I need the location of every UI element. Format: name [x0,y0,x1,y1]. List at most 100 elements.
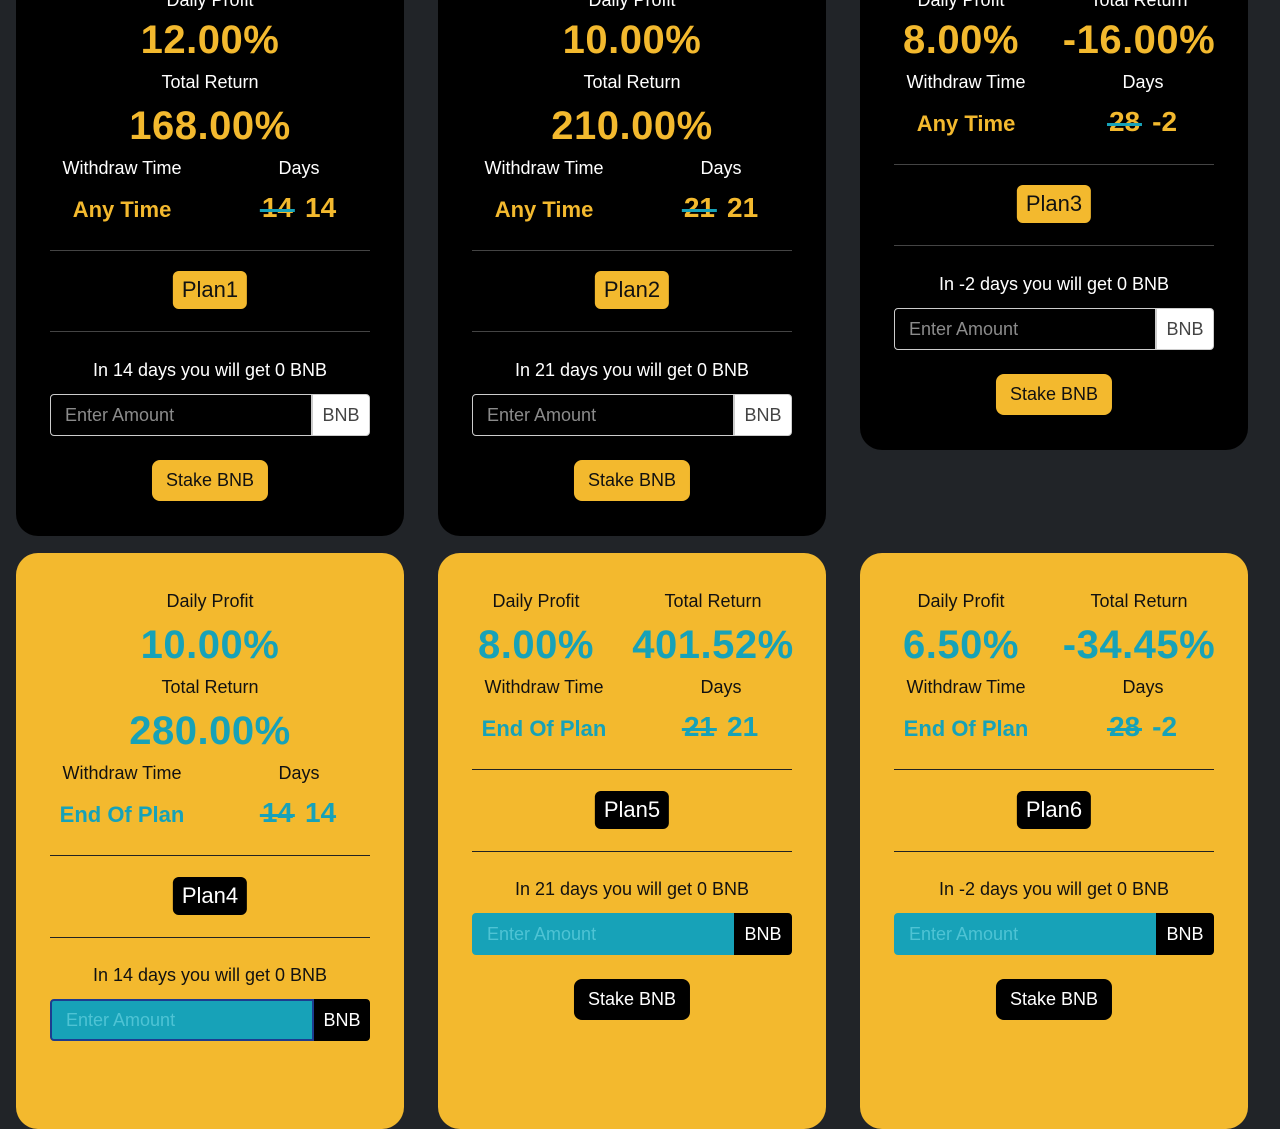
withdraw-time-value: Any Time [494,197,594,222]
daily-profit-value: 10.00% [562,18,702,62]
withdraw-time-label: Withdraw Time [62,158,182,178]
days-original: 14 [261,797,293,828]
divider [50,937,370,938]
total-return-label: Total Return [664,591,762,611]
days-label: Days [700,677,742,697]
plan-badge: Plan6 [1016,791,1092,829]
plan-badge: Plan2 [594,271,670,309]
days-remaining: -2 [1152,711,1178,742]
payout-info: In 14 days you will get 0 BNB [92,965,328,985]
divider [894,769,1214,770]
total-return-label: Total Return [161,677,259,697]
amount-input-group: BNB [472,394,792,436]
days-value: 14 14 [262,192,336,224]
total-return-label: Total Return [161,72,259,92]
payout-info: In 21 days you will get 0 BNB [514,879,750,899]
stake-button[interactable]: Stake BNB [995,979,1113,1020]
amount-input-group: BNB [472,913,792,955]
days-value: 21 21 [684,711,758,743]
amount-input-group: BNB [894,913,1214,955]
days-value: 28 -2 [1109,106,1177,138]
plan-badge: Plan3 [1016,185,1092,223]
plan-badge: Plan1 [172,271,248,309]
currency-addon: BNB [314,999,370,1041]
divider [472,769,792,770]
days-original: 21 [683,711,715,742]
days-original: 14 [261,192,293,223]
withdraw-time-value: End Of Plan [903,716,1029,741]
stake-button[interactable]: Stake BNB [573,460,691,501]
days-remaining: 14 [305,192,337,223]
days-remaining: 14 [305,797,337,828]
days-label: Days [278,763,320,783]
daily-profit-label: Daily Profit [917,591,1005,611]
daily-profit-label: Daily Profit [492,591,580,611]
days-label: Days [1122,72,1164,92]
days-original: 21 [683,192,715,223]
currency-addon: BNB [1156,913,1214,955]
withdraw-time-value: End Of Plan [59,802,185,827]
withdraw-time-value: Any Time [72,197,172,222]
total-return-label: Total Return [1090,0,1188,10]
divider [472,331,792,332]
plan-card-5: Daily Profit Total Return 8.00% 401.52% … [438,553,826,1129]
divider [472,250,792,251]
days-value: 21 21 [684,192,758,224]
divider [894,245,1214,246]
total-return-value: 280.00% [129,709,291,753]
plan-card-6: Daily Profit Total Return 6.50% -34.45% … [860,553,1248,1129]
withdraw-time-label: Withdraw Time [906,677,1026,697]
currency-addon: BNB [734,394,792,436]
withdraw-time-label: Withdraw Time [62,763,182,783]
stake-button[interactable]: Stake BNB [151,460,269,501]
divider [50,855,370,856]
amount-input-group: BNB [894,308,1214,350]
plan-badge: Plan4 [172,877,248,915]
plan-badge: Plan5 [594,791,670,829]
days-label: Days [278,158,320,178]
days-remaining: -2 [1152,106,1178,137]
daily-profit-value: 10.00% [140,623,280,667]
amount-input[interactable] [472,913,734,955]
daily-profit-value: 8.00% [903,18,1019,62]
currency-addon: BNB [734,913,792,955]
divider [50,331,370,332]
payout-info: In 21 days you will get 0 BNB [514,360,750,380]
daily-profit-label: Daily Profit [166,591,254,611]
amount-input[interactable] [50,999,314,1041]
daily-profit-label: Daily Profit [588,0,676,10]
total-return-value: -16.00% [1062,18,1216,62]
stake-button[interactable]: Stake BNB [995,374,1113,415]
currency-addon: BNB [312,394,370,436]
withdraw-time-label: Withdraw Time [484,677,604,697]
daily-profit-label: Daily Profit [917,0,1005,10]
days-remaining: 21 [727,711,759,742]
days-label: Days [1122,677,1164,697]
total-return-label: Total Return [583,72,681,92]
amount-input[interactable] [894,308,1156,350]
divider [894,851,1214,852]
total-return-value: -34.45% [1062,623,1216,667]
total-return-value: 401.52% [632,623,794,667]
withdraw-time-value: End Of Plan [481,716,607,741]
amount-input[interactable] [894,913,1156,955]
days-remaining: 21 [727,192,759,223]
days-original: 28 [1108,106,1141,137]
total-return-value: 210.00% [551,104,713,148]
days-label: Days [700,158,742,178]
amount-input[interactable] [472,394,734,436]
payout-info: In -2 days you will get 0 BNB [938,274,1170,294]
total-return-label: Total Return [1090,591,1188,611]
daily-profit-label: Daily Profit [166,0,254,10]
plan-card-4: Daily Profit 10.00% Total Return 280.00%… [16,553,404,1129]
amount-input[interactable] [50,394,312,436]
plan-card-3: Daily Profit Total Return 8.00% -16.00% … [860,0,1248,450]
stake-button[interactable]: Stake BNB [573,979,691,1020]
withdraw-time-value: Any Time [916,111,1016,136]
plan-card-1: Daily Profit 12.00% Total Return 168.00%… [16,0,404,536]
withdraw-time-label: Withdraw Time [906,72,1026,92]
divider [894,164,1214,165]
payout-info: In -2 days you will get 0 BNB [938,879,1170,899]
daily-profit-value: 8.00% [478,623,594,667]
payout-info: In 14 days you will get 0 BNB [92,360,328,380]
